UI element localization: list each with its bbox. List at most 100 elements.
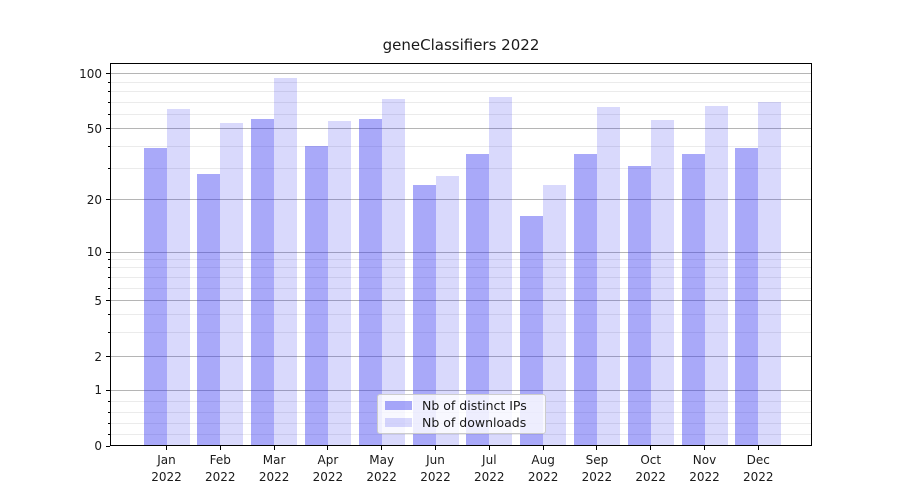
bar-downloads-apr [327, 121, 351, 446]
y-minor-tick-mark-80 [108, 91, 110, 93]
x-tick-mark-oct [650, 446, 652, 450]
bar-downloads-mar [274, 78, 298, 446]
x-tick-label-aug: Aug 2022 [527, 453, 559, 484]
x-tick-label-jul: Jul 2022 [474, 453, 505, 484]
y-tick-mark-20 [106, 199, 110, 200]
y-tick-label-0: 0 [94, 439, 102, 453]
x-tick-mark-aug [542, 446, 544, 450]
x-tick-label-apr: Apr 2022 [312, 453, 344, 484]
legend-label-distinct-ips: Nb of distinct IPs [422, 398, 527, 414]
x-tick-label-feb: Feb 2022 [205, 453, 236, 484]
gridline-major-50 [110, 128, 812, 130]
gridline-minor-4 [110, 314, 812, 316]
y-tick-label-50: 50 [86, 121, 102, 136]
y-minor-tick-mark-60 [108, 114, 110, 116]
legend-item-distinct-ips: Nb of distinct IPs [385, 398, 537, 414]
gridline-minor-8 [110, 267, 812, 269]
x-tick-mark-jan [166, 446, 167, 450]
y-tick-label-1: 1 [94, 383, 102, 397]
bar-downloads-oct [650, 120, 674, 446]
bar-distinct-ips-may [358, 118, 382, 446]
x-tick-label-sep: Sep 2022 [581, 453, 613, 484]
x-tick-mark-may [381, 446, 383, 450]
legend-swatch-distinct-ips [385, 401, 412, 411]
bar-downloads-nov [704, 105, 728, 446]
gridline-major-1 [110, 389, 812, 391]
y-tick-label-100: 100 [79, 66, 102, 81]
gridline-major-20 [110, 199, 812, 200]
legend: Nb of distinct IPs Nb of downloads [377, 394, 546, 434]
gridline-minor-30 [110, 167, 812, 169]
x-tick-mark-mar [273, 446, 275, 450]
bar-distinct-ips-aug [520, 216, 544, 446]
gridline-major-10 [110, 251, 812, 253]
gridline-minor-80 [110, 91, 812, 93]
y-minor-tick-mark-0.4 [108, 423, 110, 425]
gridline-minor-70 [110, 101, 812, 103]
x-tick-label-nov: Nov 2022 [689, 453, 720, 484]
legend-item-downloads: Nb of downloads [385, 414, 537, 430]
x-tick-mark-dec [757, 446, 759, 450]
legend-label-downloads: Nb of downloads [422, 414, 527, 430]
y-minor-tick-mark-4 [108, 314, 110, 316]
y-minor-tick-mark-3 [108, 331, 110, 333]
y-tick-mark-0 [106, 445, 110, 447]
y-minor-tick-mark-0.2 [108, 434, 110, 436]
x-tick-mark-sep [596, 446, 598, 450]
y-minor-tick-mark-30 [108, 167, 110, 169]
bar-downloads-aug [543, 185, 567, 446]
x-tick-label-jan: Jan 2022 [151, 453, 182, 484]
legend-swatch-downloads [385, 417, 412, 427]
bar-distinct-ips-jun [412, 185, 436, 446]
y-minor-tick-mark-0.8 [108, 400, 110, 402]
bar-distinct-ips-oct [627, 165, 651, 446]
x-tick-label-mar: Mar 2022 [258, 453, 290, 484]
bar-distinct-ips-dec [735, 148, 759, 446]
gridline-major-5 [110, 300, 812, 302]
y-tick-label-10: 10 [86, 245, 102, 259]
bar-distinct-ips-sep [573, 154, 597, 446]
y-tick-mark-100 [106, 73, 110, 75]
x-tick-mark-nov [704, 446, 705, 450]
y-tick-mark-10 [106, 251, 110, 253]
y-tick-mark-5 [106, 300, 110, 302]
y-minor-tick-mark-8 [108, 267, 110, 269]
bar-downloads-jul [489, 96, 513, 446]
y-tick-mark-1 [106, 389, 110, 391]
x-tick-label-may: May 2022 [366, 453, 397, 484]
gridline-minor-7 [110, 276, 812, 278]
bar-distinct-ips-feb [197, 173, 221, 446]
x-tick-label-oct: Oct 2022 [635, 453, 666, 484]
gridline-major-100 [110, 73, 812, 75]
gridline-minor-0.2 [110, 434, 812, 436]
gridline-major-2 [110, 356, 812, 358]
gridline-minor-9 [110, 258, 812, 260]
bar-downloads-sep [596, 106, 620, 446]
bar-downloads-jan [166, 109, 190, 446]
bar-distinct-ips-nov [681, 154, 705, 446]
y-tick-label-5: 5 [94, 293, 102, 308]
bar-downloads-jun [435, 176, 459, 446]
y-tick-label-20: 20 [86, 192, 102, 207]
gridline-minor-90 [110, 81, 812, 83]
y-tick-mark-2 [106, 356, 110, 358]
x-tick-label-dec: Dec 2022 [743, 453, 774, 484]
y-minor-tick-mark-70 [108, 101, 110, 103]
y-minor-tick-mark-40 [108, 145, 110, 147]
gridline-minor-6 [110, 287, 812, 289]
bar-distinct-ips-mar [251, 118, 275, 446]
x-tick-label-jun: Jun 2022 [420, 453, 451, 484]
bar-downloads-feb [220, 122, 244, 446]
y-minor-tick-mark-9 [108, 258, 110, 260]
gridline-minor-40 [110, 145, 812, 147]
x-tick-mark-apr [327, 446, 329, 450]
bar-downloads-may [381, 98, 405, 446]
y-minor-tick-mark-6 [108, 287, 110, 289]
plot-area [110, 63, 812, 446]
gridline-minor-3 [110, 331, 812, 333]
bar-distinct-ips-jul [466, 154, 490, 446]
x-tick-mark-jun [435, 446, 436, 450]
x-tick-mark-jul [488, 446, 490, 450]
gridline-minor-60 [110, 114, 812, 116]
